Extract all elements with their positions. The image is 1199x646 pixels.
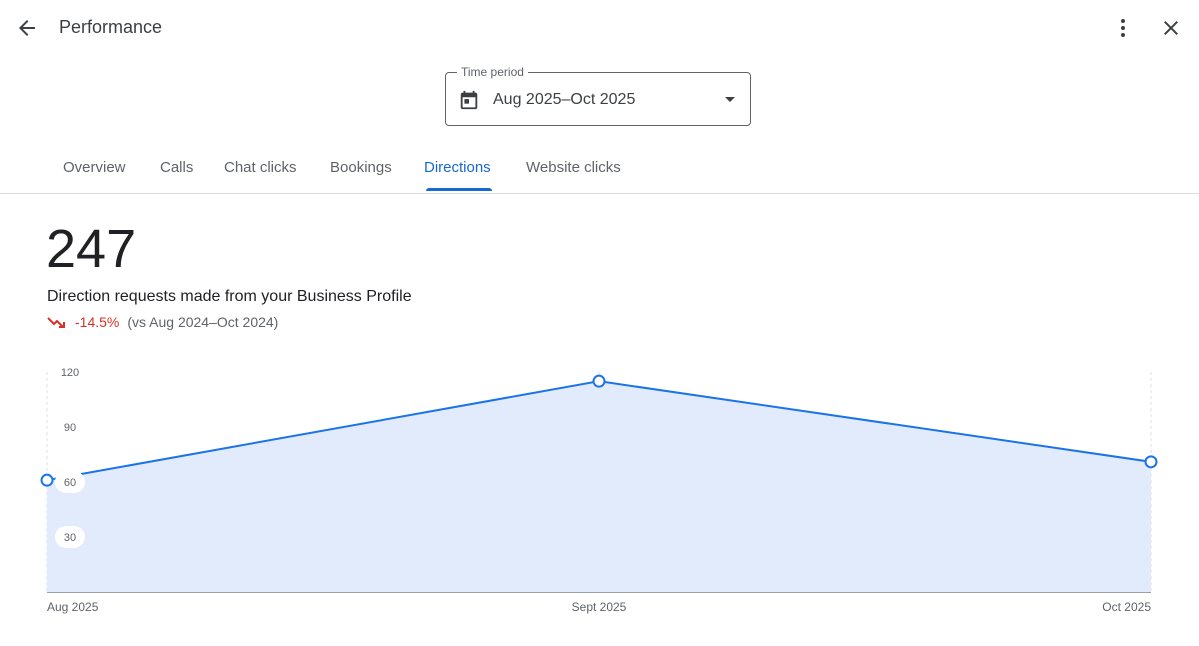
back-button[interactable] [7,8,47,48]
data-point[interactable] [592,374,606,388]
chart-points [40,374,1158,487]
y-tick-label: 120 [61,367,79,379]
y-tick-bg [55,526,85,548]
directions-chart: 120 90 60 30 Aug 2025 Sept 2025 Oct 2025 [40,361,1158,614]
tab-bookings[interactable]: Bookings [330,159,392,176]
y-axis-ticks: 120 90 60 30 [55,361,85,548]
y-tick-label: 90 [64,422,76,434]
close-button[interactable] [1151,8,1191,48]
metric-description: Direction requests made from your Busine… [47,288,412,305]
y-tick-bg [55,471,85,493]
x-axis-labels: Aug 2025 Sept 2025 Oct 2025 [47,600,1151,614]
y-tick-bg [55,416,85,438]
x-tick-label: Sept 2025 [572,600,627,614]
tab-bar: Overview Calls Chat clicks Bookings Dire… [0,148,1199,194]
total-count: 247 [46,219,137,279]
time-period-label: Time period [457,65,528,79]
time-period-value: Aug 2025–Oct 2025 [493,91,636,108]
arrow-back-icon [19,20,35,36]
dropdown-arrow-icon [725,97,735,102]
more-options-button[interactable] [1103,8,1143,48]
x-tick-label: Aug 2025 [47,600,99,614]
time-period-select[interactable]: Time period Aug 2025–Oct 2025 [445,65,751,126]
data-point[interactable] [40,473,54,487]
y-tick-bg [55,361,85,383]
y-tick-label: 30 [64,532,76,544]
tab-website-clicks[interactable]: Website clicks [526,159,621,176]
change-summary: -14.5% (vs Aug 2024–Oct 2024) [47,314,278,330]
close-icon [1164,21,1178,35]
comparison-text: (vs Aug 2024–Oct 2024) [127,314,279,330]
tab-overview[interactable]: Overview [63,159,126,176]
calendar-icon [460,90,478,110]
more-vert-icon [1121,19,1125,37]
top-bar: Performance [0,0,1199,56]
tab-directions[interactable]: Directions [424,159,491,176]
change-percent: -14.5% [75,314,120,330]
x-tick-label: Oct 2025 [1102,600,1151,614]
tab-calls[interactable]: Calls [160,159,194,176]
page-title: Performance [59,17,163,37]
data-point[interactable] [1144,455,1158,469]
chart-area [47,381,1151,592]
active-tab-indicator [426,188,492,191]
y-tick-label: 60 [64,477,76,489]
trending-down-icon [47,317,65,328]
tab-chat-clicks[interactable]: Chat clicks [224,159,297,176]
